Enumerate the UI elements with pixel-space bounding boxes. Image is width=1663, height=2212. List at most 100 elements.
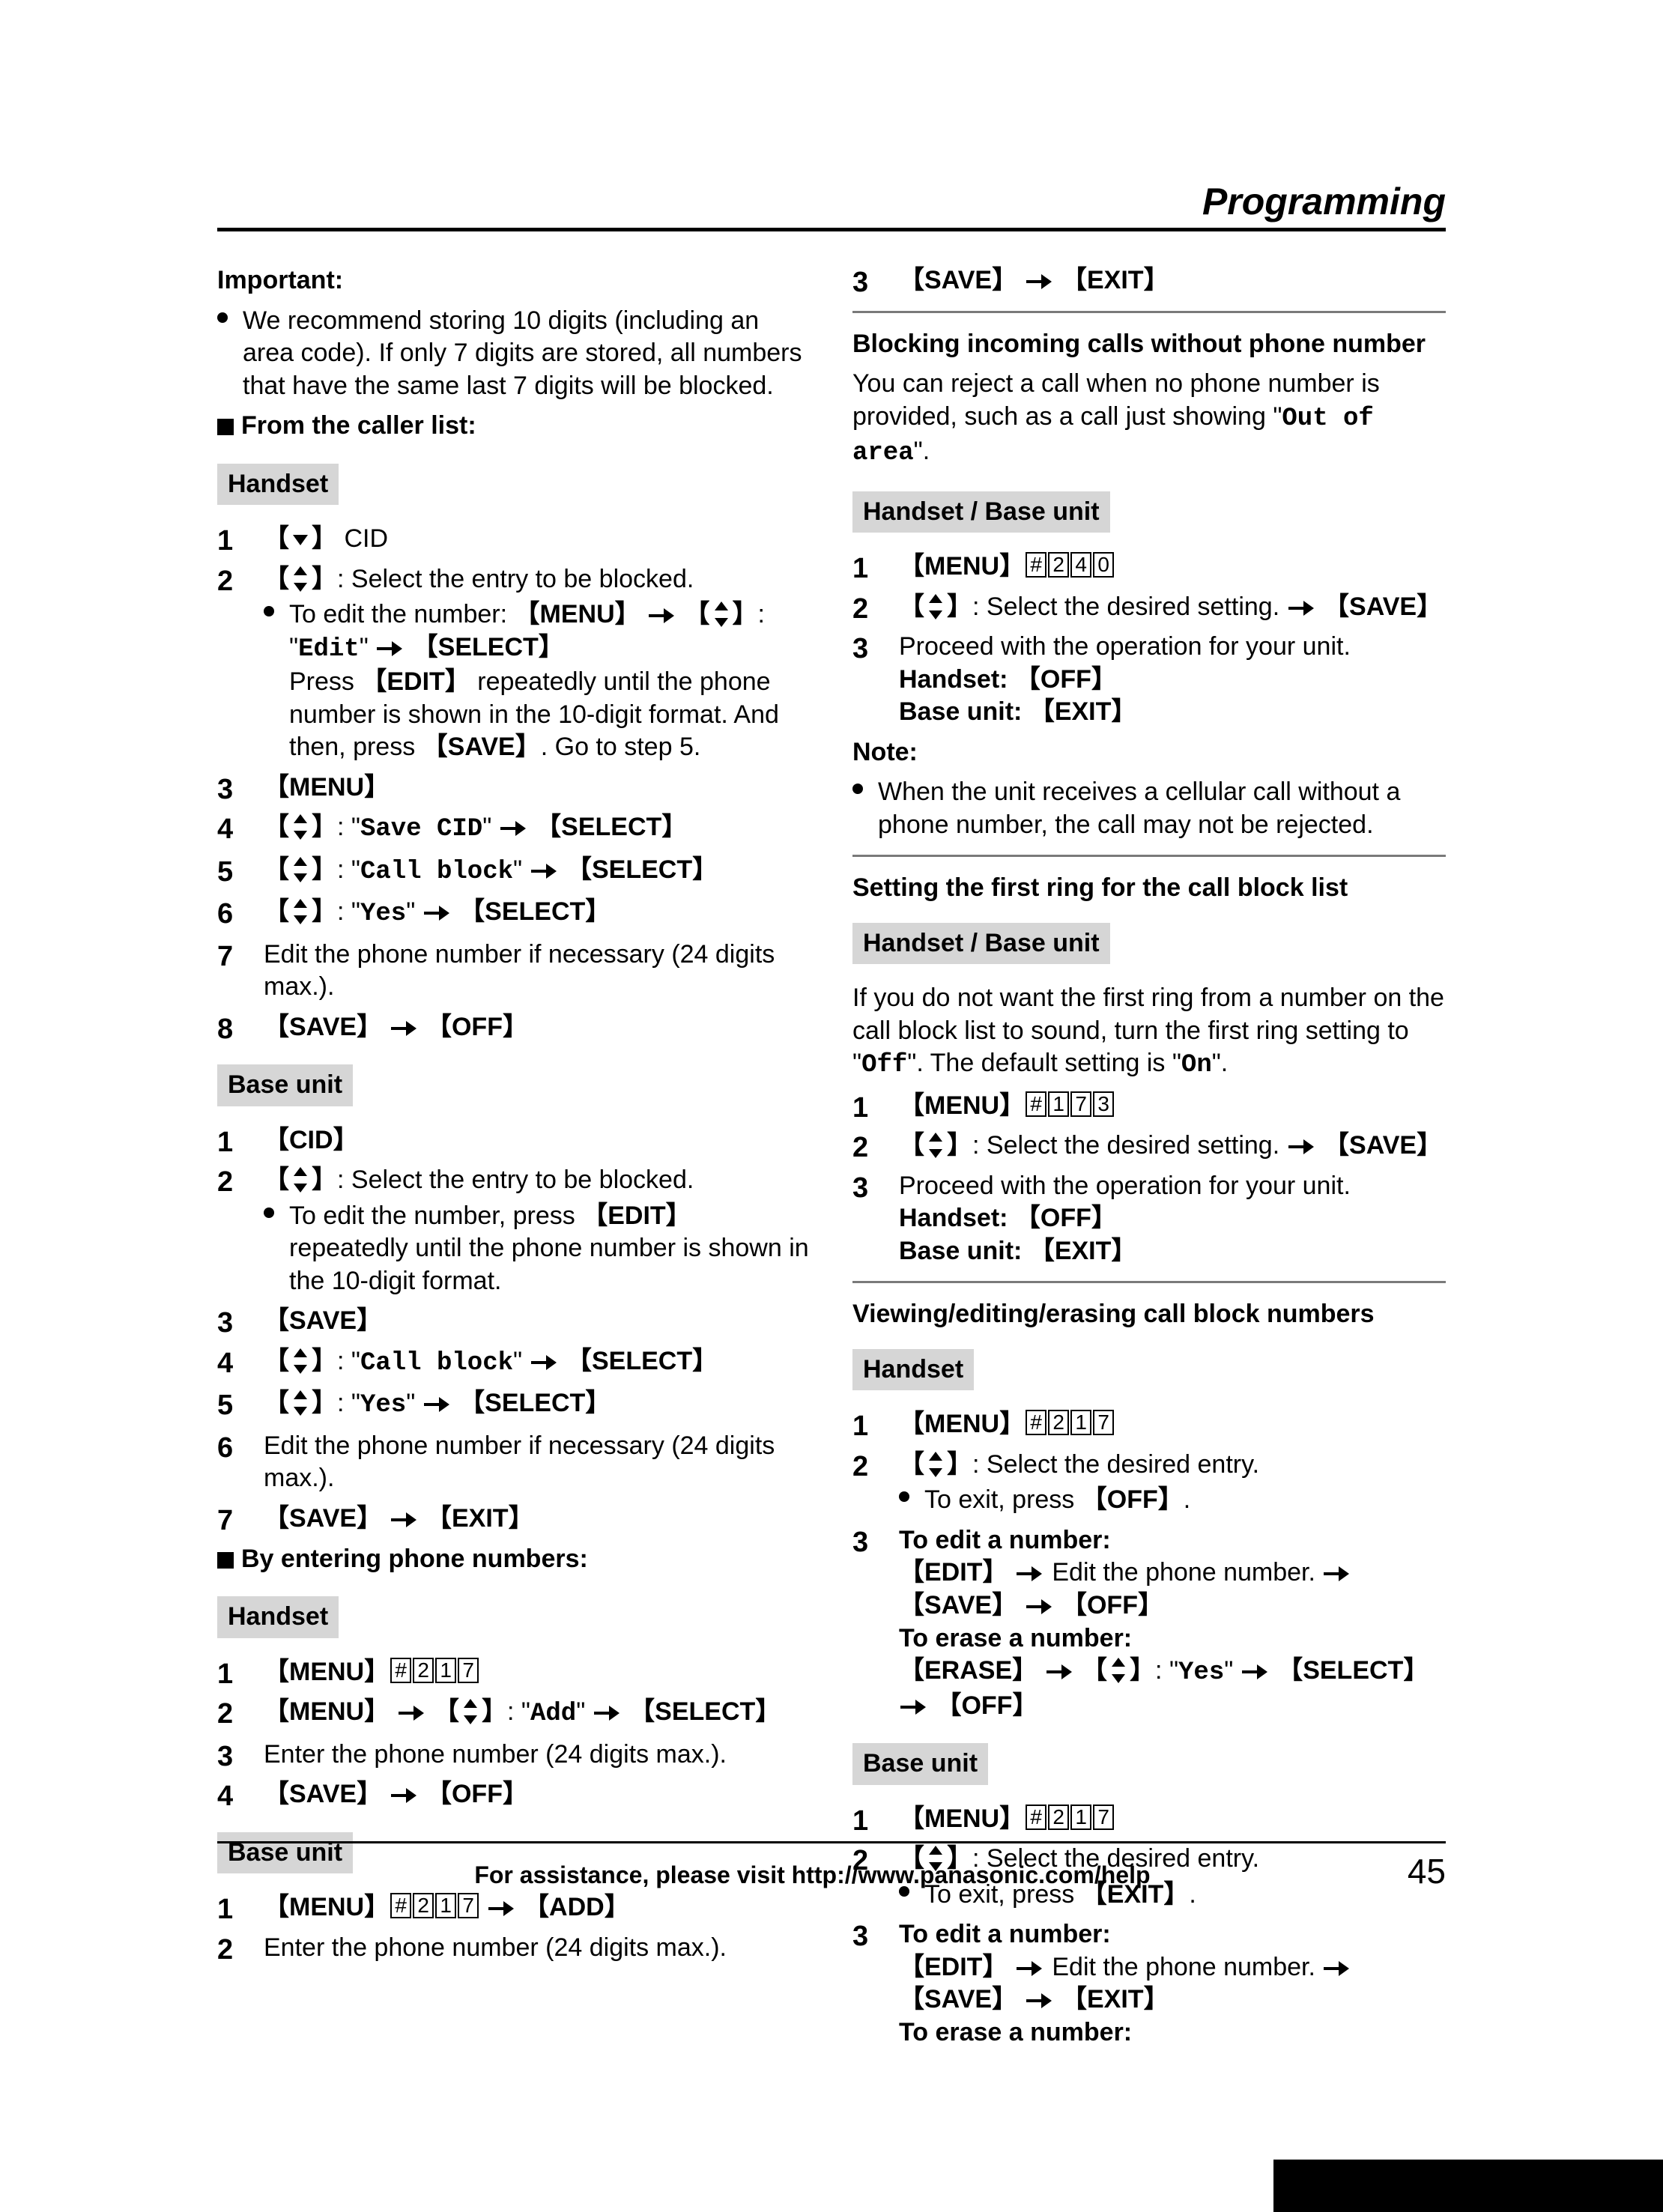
save-key: SAVE xyxy=(264,1306,382,1335)
menu-key: MENU xyxy=(899,552,1025,581)
erase-number-label: To erase a number: xyxy=(899,1624,1132,1652)
important-heading: Important: xyxy=(217,264,811,297)
substep-text: repeatedly until the phone number is sho… xyxy=(289,1234,809,1295)
step-text: Proceed with the operation for your unit… xyxy=(899,1172,1351,1200)
save-key: SAVE xyxy=(899,266,1017,294)
left-column: Important: We recommend storing 10 digit… xyxy=(217,257,811,2056)
save-key: SAVE xyxy=(1324,1131,1442,1160)
off-key: OFF xyxy=(1015,1204,1117,1232)
arrow-icon xyxy=(390,1787,419,1804)
base-prefix: Base unit: xyxy=(899,1237,1022,1265)
subsection-body: You can reject a call when no phone numb… xyxy=(852,368,1446,470)
step-text: Edit the phone number if necessary (24 d… xyxy=(264,1431,775,1493)
erase-key: ERASE xyxy=(899,1656,1038,1685)
menu-key: MENU xyxy=(264,1893,390,1921)
save-key: SAVE xyxy=(264,1504,382,1533)
menu-key: MENU xyxy=(264,1697,390,1726)
nav-updown-key xyxy=(264,1347,337,1375)
nav-down-key xyxy=(264,524,337,553)
arrow-icon xyxy=(422,905,452,921)
select-key: SELECT xyxy=(1277,1656,1429,1685)
select-key: SELECT xyxy=(459,1389,611,1417)
select-key: SELECT xyxy=(413,633,564,661)
step: SAVE EXIT xyxy=(217,1503,811,1536)
step: MENU : "Add" SELECT xyxy=(217,1696,811,1731)
substep-text: To edit the number, press xyxy=(289,1202,582,1230)
arrow-icon xyxy=(422,1396,452,1413)
step-text: Edit the phone number. xyxy=(1052,1953,1315,1981)
step: Enter the phone number (24 digits max.). xyxy=(217,1739,811,1772)
handset-label: Handset xyxy=(852,1349,974,1391)
exit-key: EXIT xyxy=(1029,1237,1137,1265)
arrow-icon xyxy=(1015,1960,1045,1977)
handset-enter-steps: MENU#217 MENU : "Add" SELECT Enter the p… xyxy=(217,1656,811,1811)
step-text: Edit the phone number. xyxy=(1052,1558,1315,1587)
arrow-icon xyxy=(1025,1599,1055,1615)
page-section-title: Programming xyxy=(217,180,1446,231)
menu-key: MENU xyxy=(899,1410,1025,1438)
from-caller-list: From the caller list: xyxy=(217,410,811,443)
step: MENU xyxy=(217,772,811,804)
firstring-steps: MENU#173 : Select the desired setting. S… xyxy=(852,1090,1446,1268)
nav-updown-key xyxy=(264,813,337,841)
save-key: SAVE xyxy=(264,1013,382,1041)
bullet-icon xyxy=(899,1491,909,1502)
step: Enter the phone number (24 digits max.). xyxy=(217,1932,811,1965)
substep-text: To exit, press xyxy=(924,1485,1082,1514)
step: SAVE EXIT xyxy=(852,264,1446,297)
blocking-steps: MENU#240 : Select the desired setting. S… xyxy=(852,551,1446,729)
step-text: Proceed with the operation for your unit… xyxy=(899,632,1351,661)
step: MENU#173 xyxy=(852,1090,1446,1123)
step-text: Select the entry to be blocked. xyxy=(351,1166,694,1194)
edit-number-label: To edit a number: xyxy=(899,1920,1111,1948)
edit-key: EDIT xyxy=(582,1202,691,1230)
add-string: Add xyxy=(530,1700,576,1728)
footer-text: For assistance, please visit http://www.… xyxy=(474,1861,1150,1889)
call-block-string: Call block xyxy=(360,1349,513,1378)
base-prefix: Base unit: xyxy=(899,697,1022,726)
menu-key: MENU xyxy=(899,1091,1025,1120)
substep: To exit, press OFF. xyxy=(899,1484,1446,1517)
edit-key: EDIT xyxy=(899,1953,1008,1981)
substep: To edit the number, press EDIT repeatedl… xyxy=(264,1200,811,1298)
step: : Select the desired setting. SAVE xyxy=(852,1130,1446,1163)
select-key: SELECT xyxy=(566,1347,718,1375)
arrow-icon xyxy=(499,820,529,837)
square-icon xyxy=(217,419,234,435)
code-217: #217 xyxy=(1025,1805,1115,1833)
important-body: We recommend storing 10 digits (includin… xyxy=(217,305,811,403)
continued-steps: SAVE EXIT xyxy=(852,264,1446,297)
nav-updown-key xyxy=(899,593,972,621)
arrow-icon xyxy=(1322,1566,1352,1582)
add-key: ADD xyxy=(524,1893,630,1921)
yes-string: Yes xyxy=(360,1391,406,1419)
footer: For assistance, please visit http://www.… xyxy=(217,1841,1446,1891)
arrow-icon xyxy=(647,607,677,624)
step: : "Call block" SELECT xyxy=(217,854,811,889)
menu-key: MENU xyxy=(264,773,390,802)
handset-base-label: Handset / Base unit xyxy=(852,491,1110,533)
arrow-icon xyxy=(530,1354,560,1371)
off-key: OFF xyxy=(1015,665,1117,694)
exit-key: EXIT xyxy=(1061,1985,1169,2013)
menu-key: MENU xyxy=(264,1658,390,1686)
handset-prefix: Handset: xyxy=(899,1204,1008,1232)
step: Edit the phone number if necessary (24 d… xyxy=(217,1430,811,1495)
step: : "Yes" SELECT xyxy=(217,896,811,931)
arrow-icon xyxy=(899,1699,929,1715)
nav-updown-key xyxy=(264,855,337,884)
select-key: SELECT xyxy=(566,855,718,884)
view-edit-handset-steps: MENU#217 : Select the desired entry. To … xyxy=(852,1408,1446,1722)
arrow-icon xyxy=(1287,1139,1317,1155)
erase-number-label: To erase a number: xyxy=(899,2018,1132,2046)
arrow-icon xyxy=(593,1705,623,1721)
select-key: SELECT xyxy=(629,1697,781,1726)
base-unit-label: Base unit xyxy=(852,1743,988,1785)
step: SAVE xyxy=(217,1305,811,1338)
substep: To edit the number: MENU : "Edit" SELECT… xyxy=(264,599,811,764)
base-unit-label: Base unit xyxy=(217,1064,353,1106)
cid-key: CID xyxy=(264,1126,359,1154)
subsection-title: Blocking incoming calls without phone nu… xyxy=(852,328,1446,361)
divider xyxy=(852,1281,1446,1283)
from-caller-list-label: From the caller list: xyxy=(241,411,476,440)
